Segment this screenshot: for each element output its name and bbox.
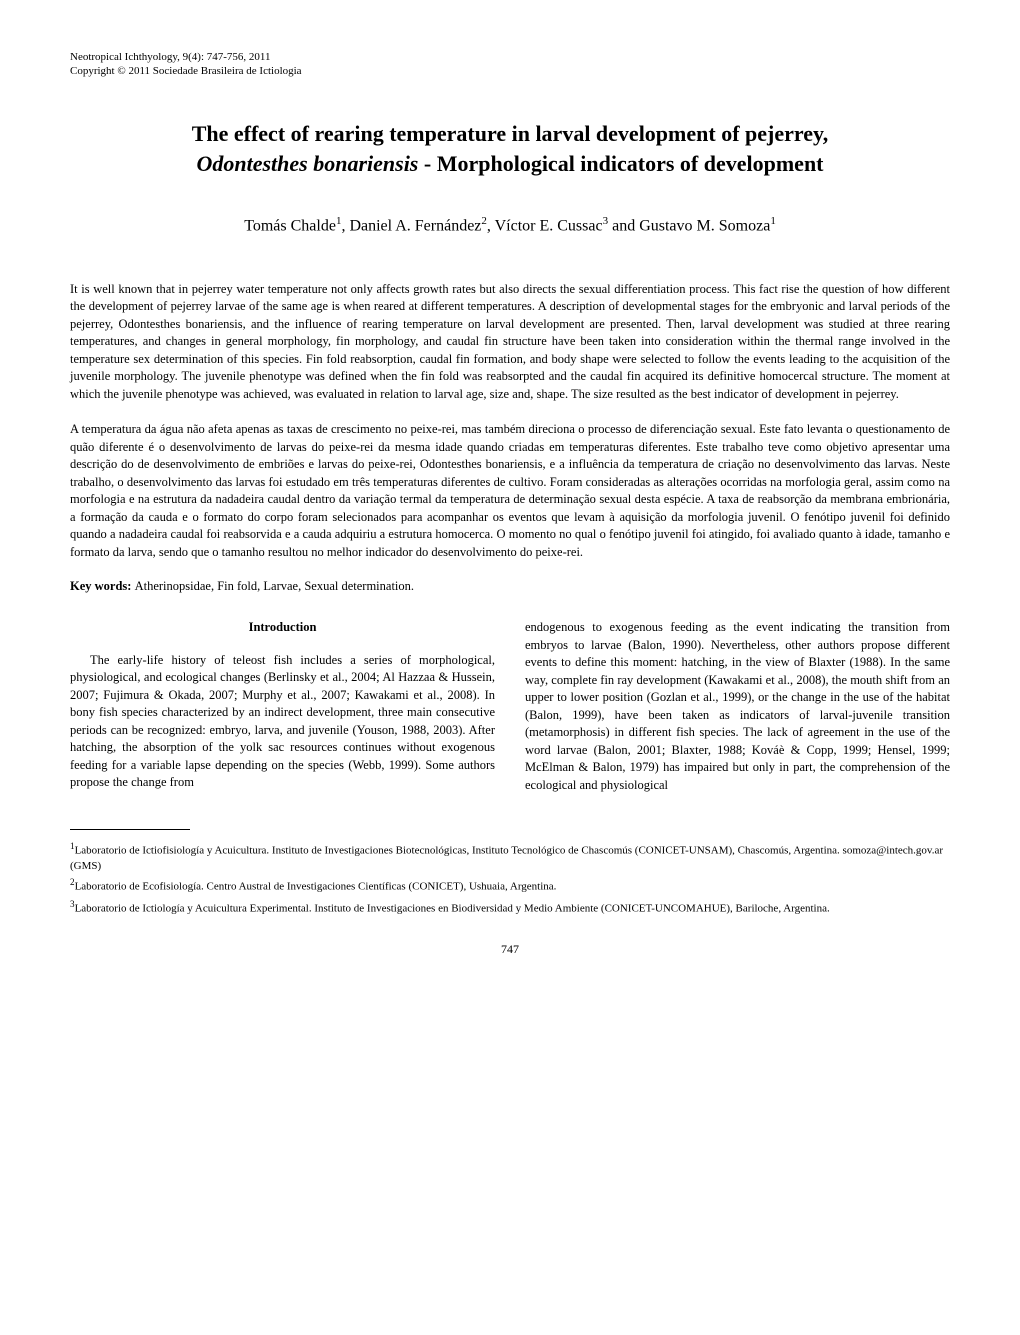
intro-para-left: The early-life history of teleost fish i… [70,652,495,792]
body-columns: Introduction The early-life history of t… [70,619,950,794]
author-1: Tomás Chalde [244,218,336,235]
authors-line: Tomás Chalde1, Daniel A. Fernández2, Víc… [70,215,950,235]
header-info: Neotropical Ichthyology, 9(4): 747-756, … [70,50,950,79]
keywords-line: Key words: Atherinopsidae, Fin fold, Lar… [70,579,950,594]
keywords-text: Atherinopsidae, Fin fold, Larvae, Sexual… [135,579,414,593]
journal-citation: Neotropical Ichthyology, 9(4): 747-756, … [70,50,950,64]
article-title: The effect of rearing temperature in lar… [70,119,950,181]
abstract-english: It is well known that in pejerrey water … [70,281,950,404]
keywords-label: Key words: [70,579,135,593]
author-4-affil: 1 [770,215,776,227]
column-right: endogenous to exogenous feeding as the e… [525,619,950,794]
column-left: Introduction The early-life history of t… [70,619,495,794]
copyright-line: Copyright © 2011 Sociedade Brasileira de… [70,64,950,78]
introduction-heading: Introduction [70,619,495,637]
affiliations-block: 1Laboratorio de Ictiofisiología y Acuicu… [70,840,950,917]
affiliation-1: 1Laboratorio de Ictiofisiología y Acuicu… [70,840,950,874]
title-line2-rest: - Morphological indicators of developmen… [418,151,823,176]
affiliation-3: 3Laboratorio de Ictiología y Acuicultura… [70,898,950,917]
abstract-portuguese: A temperatura da água não afeta apenas a… [70,421,950,561]
author-3: Víctor E. Cussac [495,218,603,235]
page-number: 747 [70,942,950,957]
title-species: Odontesthes bonariensis [196,151,418,176]
footnote-rule [70,829,190,830]
author-4: Gustavo M. Somoza [639,218,770,235]
affiliation-2: 2Laboratorio de Ecofisiología. Centro Au… [70,876,950,895]
author-2: Daniel A. Fernández [349,218,481,235]
intro-para-right: endogenous to exogenous feeding as the e… [525,619,950,794]
title-line1: The effect of rearing temperature in lar… [192,121,829,146]
